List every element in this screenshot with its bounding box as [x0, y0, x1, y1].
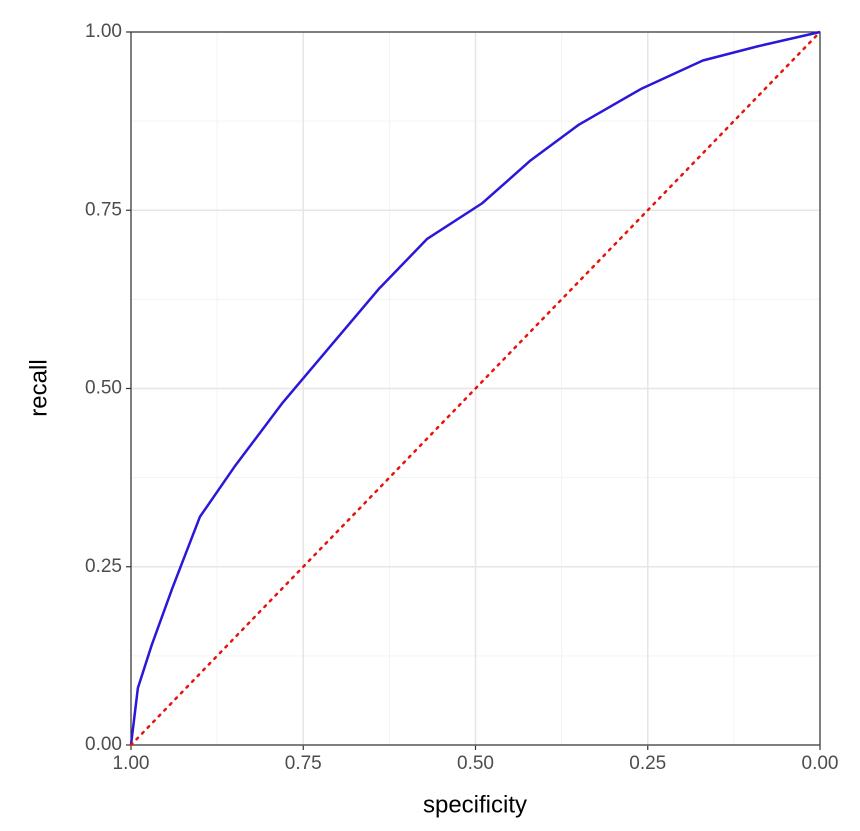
panel-border [130, 31, 821, 746]
series-line [129, 30, 821, 746]
y-tick-label: 1.00 [85, 21, 122, 42]
y-axis-title: recall [25, 359, 52, 416]
series-line [129, 30, 822, 747]
x-tick-label: 0.50 [457, 753, 494, 774]
x-tick-label: 0.75 [285, 753, 322, 774]
x-tick-label: 0.00 [802, 753, 839, 774]
y-tick-label: 0.50 [85, 378, 122, 399]
y-tick-label: 0.75 [85, 199, 122, 220]
x-axis-title: specificity [423, 791, 527, 818]
x-tick-label: 0.25 [629, 753, 666, 774]
y-tick-label: 0.25 [85, 556, 122, 577]
y-tick-label: 0.00 [85, 734, 122, 755]
x-tick-label: 1.00 [113, 753, 150, 774]
